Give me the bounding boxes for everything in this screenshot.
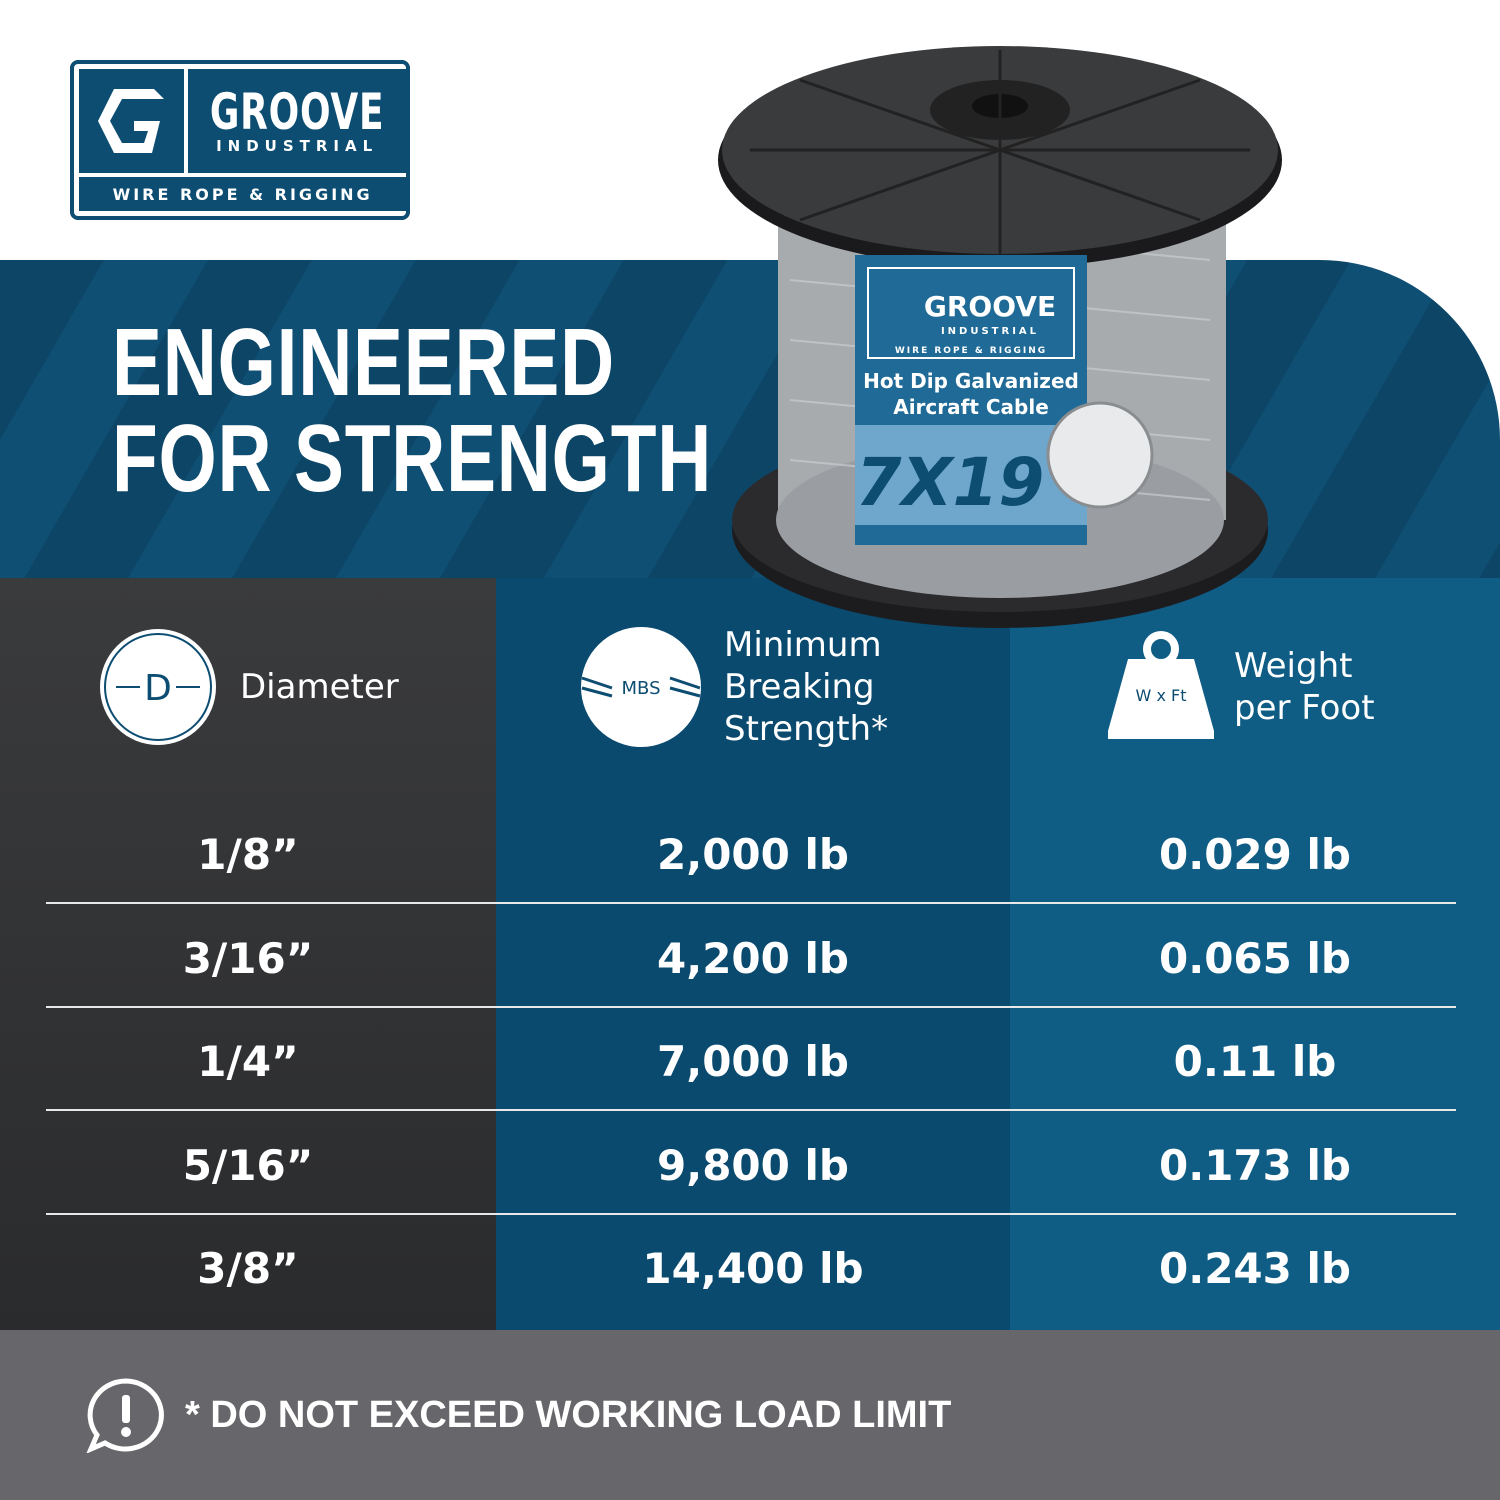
brand-logo: GROOVE INDUSTRIAL WIRE ROPE & RIGGING bbox=[70, 60, 410, 220]
logo-tagline: WIRE ROPE & RIGGING bbox=[79, 177, 407, 211]
mbs-column bbox=[496, 578, 1010, 1330]
g-logo-icon bbox=[79, 69, 184, 173]
diameter-column bbox=[0, 578, 496, 1330]
headline-line-2: FOR STRENGTH bbox=[112, 405, 713, 512]
logo-sub: INDUSTRIAL bbox=[216, 137, 379, 155]
header-line: Weight bbox=[1234, 646, 1353, 686]
header-line: Minimum bbox=[724, 625, 882, 665]
headline-line-1: ENGINEERED bbox=[112, 309, 615, 416]
table-row: 1/4” 7,000 lb 0.11 lb bbox=[0, 1010, 1500, 1113]
label-tagline: WIRE ROPE & RIGGING bbox=[895, 346, 1047, 356]
label-sub: INDUSTRIAL bbox=[941, 326, 1039, 337]
mbs-cell: 14,400 lb bbox=[642, 1244, 864, 1293]
product-label: GROOVE INDUSTRIAL WIRE ROPE & RIGGING Ho… bbox=[855, 255, 1154, 545]
weight-cell: 0.243 lb bbox=[1159, 1244, 1351, 1293]
headline: ENGINEERED FOR STRENGTH bbox=[112, 315, 712, 507]
weight-cell: 0.029 lb bbox=[1159, 830, 1351, 879]
logo-brand: GROOVE bbox=[209, 83, 385, 141]
cable-break-icon: MBS bbox=[581, 627, 701, 747]
weight-cell: 0.11 lb bbox=[1173, 1037, 1337, 1086]
diameter-cell: 3/8” bbox=[197, 1244, 299, 1293]
footer-text: * DO NOT EXCEED WORKING LOAD LIMIT bbox=[185, 1393, 952, 1436]
cable-spool-image: GROOVE INDUSTRIAL WIRE ROPE & RIGGING Ho… bbox=[718, 46, 1282, 628]
table-row: 1/8” 2,000 lb 0.029 lb bbox=[0, 803, 1500, 906]
diameter-icon: D bbox=[100, 629, 216, 745]
diameter-cell: 1/4” bbox=[197, 1037, 299, 1086]
diameter-cell: 5/16” bbox=[182, 1140, 314, 1190]
diameter-cell: 1/8” bbox=[197, 830, 299, 879]
weight-icon: W x Ft bbox=[1108, 631, 1214, 739]
header-mbs: MBS Minimum Breaking Strength* bbox=[580, 578, 888, 796]
table-row: 3/8” 14,400 lb 0.243 lb bbox=[0, 1217, 1500, 1320]
diameter-cell: 3/16” bbox=[182, 933, 314, 983]
mbs-cell: 9,800 lb bbox=[657, 1140, 849, 1190]
row-divider bbox=[46, 1005, 1456, 1008]
mbs-cell: 7,000 lb bbox=[657, 1037, 849, 1086]
label-line-2: Aircraft Cable bbox=[893, 395, 1049, 419]
weight-cell: 0.173 lb bbox=[1159, 1140, 1351, 1190]
header-line: per Foot bbox=[1234, 688, 1375, 728]
row-divider bbox=[46, 1109, 1456, 1111]
header-weight: W x Ft Weight per Foot bbox=[1106, 578, 1375, 796]
mbs-cell: 4,200 lb bbox=[657, 933, 849, 983]
weight-column bbox=[1010, 578, 1500, 1330]
row-divider bbox=[46, 902, 1456, 904]
alert-icon bbox=[86, 1378, 164, 1453]
mbs-cell: 2,000 lb bbox=[657, 830, 849, 879]
svg-text:W x Ft: W x Ft bbox=[1136, 686, 1187, 705]
table-row: 3/16” 4,200 lb 0.065 lb bbox=[0, 907, 1500, 1010]
strand-cross-section-icon bbox=[1046, 401, 1154, 509]
header-label: Diameter bbox=[240, 667, 399, 707]
svg-text:MBS: MBS bbox=[622, 678, 661, 699]
footer-note: * DO NOT EXCEED WORKING LOAD LIMIT bbox=[0, 1330, 1500, 1500]
label-construction: 7X19 bbox=[856, 444, 1045, 521]
svg-text:D: D bbox=[144, 668, 172, 709]
table-row: 5/16” 9,800 lb 0.173 lb bbox=[0, 1114, 1500, 1217]
header-diameter: D Diameter bbox=[98, 578, 399, 796]
header-line: Breaking bbox=[724, 667, 875, 707]
label-brand: GROOVE bbox=[924, 290, 1056, 323]
header-line: Strength* bbox=[724, 709, 889, 749]
label-line-1: Hot Dip Galvanized bbox=[863, 369, 1079, 393]
row-divider bbox=[46, 1212, 1456, 1215]
weight-cell: 0.065 lb bbox=[1159, 933, 1351, 983]
